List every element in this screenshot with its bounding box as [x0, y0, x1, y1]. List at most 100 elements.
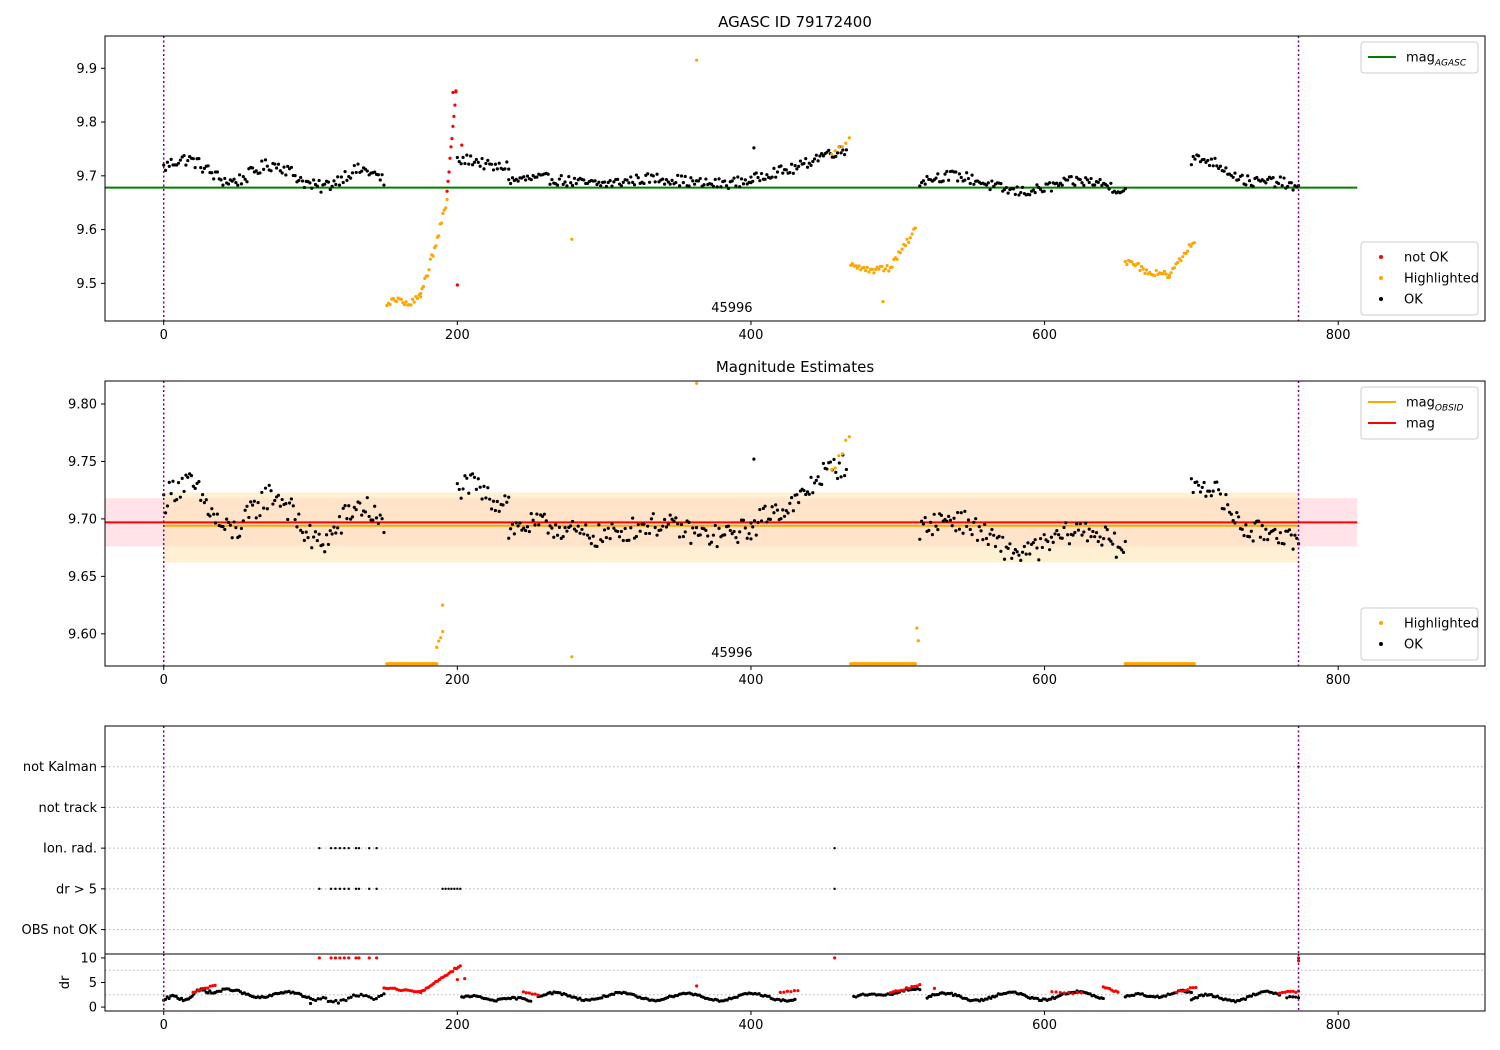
- point-ok: [994, 994, 999, 998]
- point-ok: [456, 887, 459, 891]
- point-ok: [312, 178, 316, 182]
- point-ok: [362, 994, 366, 998]
- point-ok: [619, 529, 623, 534]
- point-highlighted: [1172, 266, 1176, 270]
- point-ok: [812, 481, 817, 485]
- point-ok: [232, 177, 236, 181]
- point-highlighted: [847, 435, 851, 439]
- point-ok: [1207, 489, 1212, 493]
- point-ok: [781, 508, 785, 512]
- point-highlighted: [837, 145, 841, 149]
- point-ok: [1235, 511, 1239, 515]
- point-ok: [178, 495, 182, 499]
- point-ok: [455, 155, 459, 160]
- point-ok: [713, 177, 717, 182]
- point-ok: [765, 520, 769, 524]
- point-ok: [186, 158, 190, 163]
- point-ok: [569, 181, 573, 185]
- point-highlighted: [916, 639, 920, 643]
- point-ok: [1287, 528, 1292, 532]
- point-ok: [341, 998, 346, 1002]
- point-ok: [332, 179, 336, 183]
- point-ok: [1084, 521, 1088, 525]
- point-ok: [631, 180, 635, 185]
- point-ok: [754, 533, 758, 537]
- x-tick-label: 400: [739, 673, 764, 688]
- point-highlighted: [441, 629, 445, 634]
- point-ok: [781, 171, 785, 175]
- point-ok: [715, 544, 719, 549]
- point-ok: [930, 533, 935, 537]
- point-ok: [997, 534, 1001, 538]
- point-not-ok: [1288, 989, 1292, 994]
- point-ok: [1038, 187, 1043, 191]
- point-ok: [843, 473, 847, 478]
- point-ok: [956, 510, 960, 515]
- point-ok: [537, 523, 541, 527]
- point-ok: [1080, 181, 1084, 185]
- point-ok: [816, 475, 820, 479]
- point-not-ok: [536, 993, 540, 997]
- point-highlighted: [915, 626, 919, 630]
- point-ok: [784, 168, 788, 172]
- point-ok: [312, 535, 316, 539]
- legend-points: Highlighted OK: [1360, 607, 1479, 661]
- point-ok: [646, 172, 650, 176]
- point-ok: [723, 533, 727, 537]
- point-ok: [589, 542, 593, 546]
- point-ok: [827, 148, 831, 152]
- point-ok: [602, 180, 607, 184]
- point-ok: [550, 178, 554, 182]
- point-ok: [706, 534, 710, 538]
- point-ok: [741, 182, 746, 186]
- point-ok: [326, 999, 330, 1004]
- point-ok: [379, 993, 384, 998]
- point-ok: [923, 516, 927, 520]
- point-ok: [258, 171, 262, 175]
- point-not-ok: [915, 984, 919, 988]
- point-ok: [772, 511, 776, 515]
- point-ok: [634, 534, 639, 539]
- point-ok: [758, 179, 762, 183]
- point-ok: [193, 486, 197, 491]
- point-ok: [278, 504, 282, 508]
- panel-flags: OBS not OK dr > 5 Ion. rad. not track not Ka…: [22, 725, 1486, 955]
- point-not-ok: [460, 143, 464, 147]
- point-ok: [563, 525, 567, 530]
- point-ok: [790, 496, 794, 500]
- point-ok: [330, 184, 334, 188]
- point-ok: [704, 528, 708, 532]
- point-highlighted: [409, 303, 413, 307]
- point-not-ok: [778, 990, 782, 994]
- point-not-ok: [792, 989, 797, 993]
- point-ok: [681, 180, 685, 185]
- point-ok: [273, 498, 277, 503]
- point-ok: [749, 521, 753, 525]
- point-ok: [1055, 181, 1059, 185]
- point-highlighted: [1154, 268, 1158, 273]
- point-ok: [1028, 193, 1032, 197]
- point-ok: [344, 998, 348, 1003]
- point-ok: [1112, 531, 1117, 535]
- point-ok: [280, 497, 284, 502]
- point-ok: [352, 163, 356, 168]
- point-not-ok: [527, 991, 531, 995]
- point-ok: [784, 509, 788, 513]
- point-ok: [382, 530, 386, 535]
- point-ok: [237, 173, 242, 177]
- point-ok: [833, 846, 836, 850]
- point-ok: [213, 521, 218, 525]
- point-ok: [782, 514, 787, 518]
- y-tick-label: 9.65: [68, 570, 97, 585]
- point-ok: [833, 887, 836, 891]
- x-tick-label: 0: [160, 673, 168, 688]
- point-ok: [165, 160, 170, 164]
- point-ok: [347, 887, 350, 891]
- point-not-ok: [785, 989, 789, 993]
- point-ok: [632, 183, 637, 187]
- point-ok: [1262, 537, 1266, 542]
- point-ok: [234, 526, 238, 530]
- point-ok: [544, 519, 548, 523]
